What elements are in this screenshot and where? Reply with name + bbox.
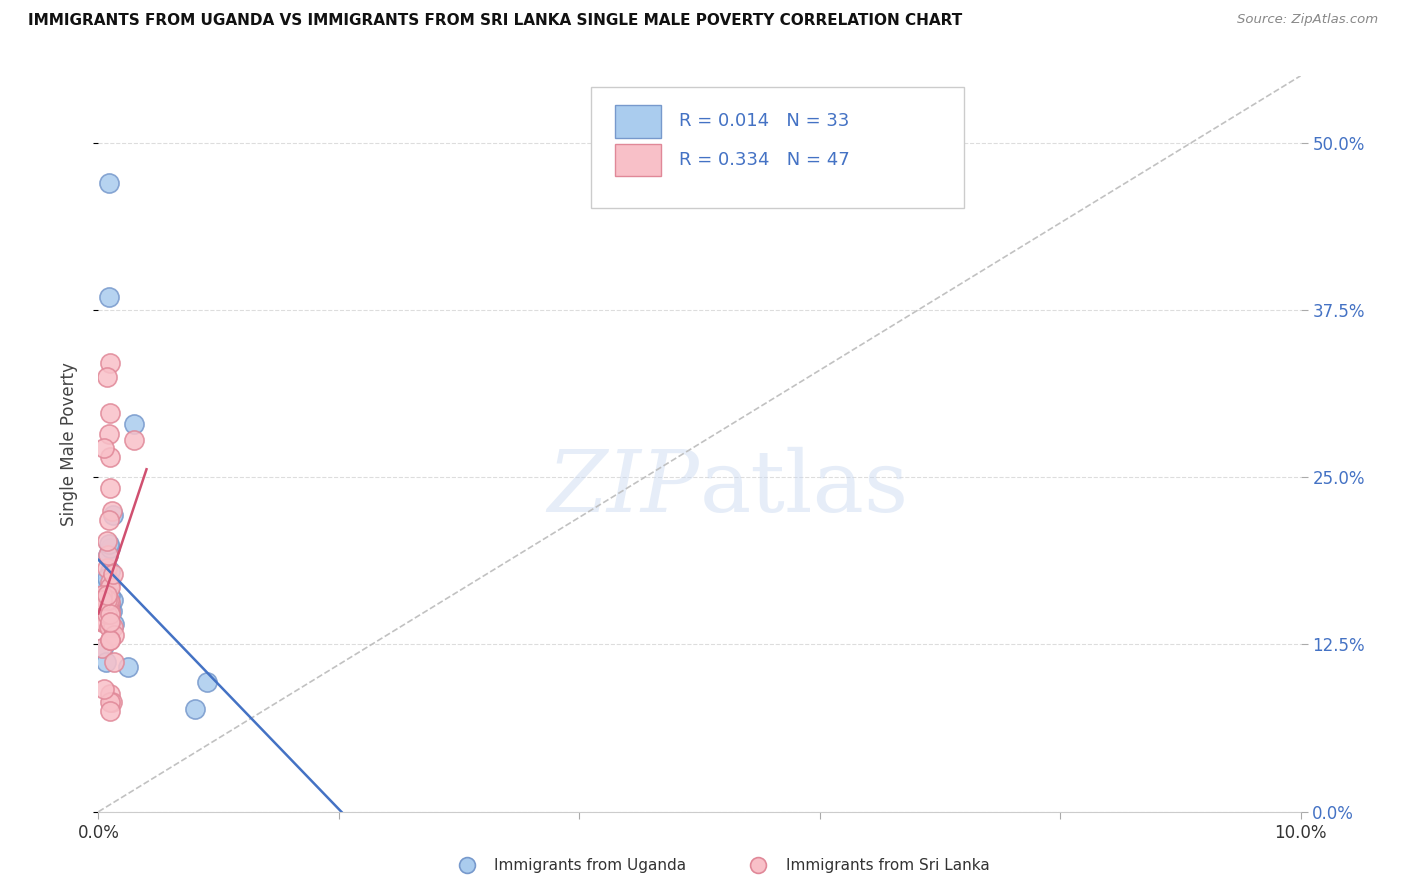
Point [103,655,125,669]
Point [100,481,122,495]
Point [98,537,121,551]
Point [91,588,114,602]
Point [100,604,122,618]
Point [100,450,122,464]
Point [97,548,120,562]
Point [124,417,146,431]
Point [91,594,114,608]
Point [91,641,114,656]
Text: R = 0.334   N = 47: R = 0.334 N = 47 [679,151,849,169]
Point [98,604,121,618]
Point [100,687,122,701]
Point [100,541,122,555]
Point [100,607,122,621]
Point [94,577,117,591]
Text: Immigrants from Uganda: Immigrants from Uganda [495,858,686,872]
Point [456,858,478,872]
Text: Source: ZipAtlas.com: Source: ZipAtlas.com [1237,13,1378,27]
Point [103,617,125,632]
Point [91,598,114,612]
Point [100,601,122,615]
Point [98,604,121,618]
Bar [616,105,661,137]
Point [100,695,122,709]
FancyBboxPatch shape [592,87,965,209]
Point [91,591,114,605]
Point [94,587,117,601]
Point [98,176,121,190]
Point [96,369,118,384]
Point [103,628,125,642]
Point [101,566,124,581]
Point [94,591,117,605]
Point [101,593,124,607]
Point [96,534,118,549]
Point [93,615,115,629]
Point [98,427,121,442]
Point [90,604,112,618]
Point [98,513,121,527]
Y-axis label: Single Male Poverty: Single Male Poverty [59,362,77,525]
Point [96,588,118,602]
Point [98,289,121,303]
Text: IMMIGRANTS FROM UGANDA VS IMMIGRANTS FROM SRI LANKA SINGLE MALE POVERTY CORRELAT: IMMIGRANTS FROM UGANDA VS IMMIGRANTS FRO… [28,13,962,29]
Point [91,598,114,612]
Point [91,615,114,629]
Point [98,593,121,607]
Point [100,406,122,420]
Point [747,858,769,872]
Text: R = 0.014   N = 33: R = 0.014 N = 33 [679,112,849,130]
Point [100,695,122,709]
Point [93,601,115,615]
Point [100,564,122,578]
Point [91,591,114,605]
Point [96,607,118,621]
Point [183,701,205,715]
Point [93,588,115,602]
Point [100,615,122,629]
Point [100,574,122,589]
Text: ZIP: ZIP [547,447,700,529]
Point [94,593,117,607]
Point [100,607,122,621]
Point [96,561,118,575]
Point [91,641,114,656]
Point [100,594,122,608]
Point [100,633,122,648]
Point [93,681,115,696]
Point [100,588,122,602]
Point [100,633,122,648]
Point [98,620,121,634]
Point [100,356,122,371]
Point [93,441,115,455]
Point [90,593,112,607]
Point [124,433,146,447]
Point [93,587,115,601]
Point [100,607,122,621]
Text: atlas: atlas [700,446,908,530]
Bar [616,144,661,176]
Point [101,508,124,522]
Point [100,705,122,719]
Point [97,548,120,562]
Point [100,598,122,612]
Point [100,580,122,594]
Point [96,593,118,607]
Point [195,674,218,689]
Point [96,571,118,585]
Point [100,503,122,517]
Point [94,655,117,669]
Text: Immigrants from Sri Lanka: Immigrants from Sri Lanka [786,858,990,872]
Point [100,604,122,618]
Point [117,660,139,674]
Point [91,587,114,601]
Point [101,620,124,634]
Point [100,620,122,634]
Point [91,593,114,607]
